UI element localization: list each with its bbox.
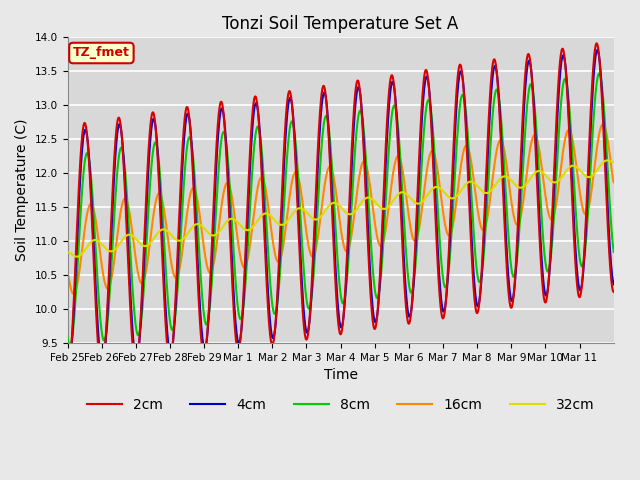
- 32cm: [344, 211, 351, 216]
- 32cm: [311, 216, 319, 222]
- Line: 8cm: 8cm: [68, 73, 614, 346]
- 32cm: [604, 157, 611, 163]
- 8cm: [575, 248, 582, 254]
- 4cm: [74, 216, 82, 222]
- 2cm: [310, 222, 318, 228]
- Y-axis label: Soil Temperature (C): Soil Temperature (C): [15, 119, 29, 261]
- 32cm: [73, 254, 81, 260]
- Legend: 2cm, 4cm, 8cm, 16cm, 32cm: 2cm, 4cm, 8cm, 16cm, 32cm: [81, 393, 600, 418]
- 32cm: [610, 159, 618, 165]
- 16cm: [70, 291, 77, 297]
- 8cm: [595, 71, 603, 76]
- 4cm: [440, 308, 448, 313]
- 32cm: [162, 227, 170, 233]
- 2cm: [343, 255, 351, 261]
- 32cm: [74, 253, 82, 259]
- 8cm: [610, 249, 618, 255]
- 2cm: [74, 208, 82, 214]
- 2cm: [64, 374, 72, 380]
- Title: Tonzi Soil Temperature Set A: Tonzi Soil Temperature Set A: [223, 15, 459, 33]
- 8cm: [64, 334, 72, 340]
- X-axis label: Time: Time: [324, 368, 358, 382]
- 16cm: [599, 121, 607, 127]
- 16cm: [311, 250, 319, 256]
- 4cm: [593, 47, 601, 53]
- 4cm: [610, 281, 618, 287]
- 8cm: [344, 273, 351, 278]
- 2cm: [593, 40, 600, 46]
- 2cm: [161, 314, 169, 320]
- 4cm: [65, 367, 72, 373]
- 8cm: [66, 343, 74, 348]
- 32cm: [440, 190, 448, 195]
- 8cm: [74, 253, 82, 259]
- 32cm: [64, 250, 72, 255]
- Line: 2cm: 2cm: [68, 43, 614, 377]
- 16cm: [610, 180, 618, 185]
- 16cm: [575, 182, 582, 188]
- 4cm: [344, 258, 351, 264]
- 16cm: [440, 217, 448, 223]
- 2cm: [575, 292, 582, 298]
- 8cm: [311, 254, 319, 260]
- 16cm: [74, 276, 82, 282]
- 4cm: [311, 228, 319, 234]
- 8cm: [440, 283, 448, 288]
- 8cm: [162, 263, 170, 268]
- Line: 32cm: 32cm: [68, 160, 614, 257]
- 2cm: [440, 313, 448, 319]
- 4cm: [162, 304, 170, 310]
- Line: 4cm: 4cm: [68, 50, 614, 370]
- 4cm: [575, 284, 582, 290]
- 2cm: [610, 289, 618, 295]
- 4cm: [64, 366, 72, 372]
- 32cm: [575, 166, 582, 172]
- Text: TZ_fmet: TZ_fmet: [73, 47, 130, 60]
- 16cm: [64, 272, 72, 277]
- 16cm: [344, 248, 351, 254]
- 16cm: [162, 217, 170, 223]
- Line: 16cm: 16cm: [68, 124, 614, 294]
